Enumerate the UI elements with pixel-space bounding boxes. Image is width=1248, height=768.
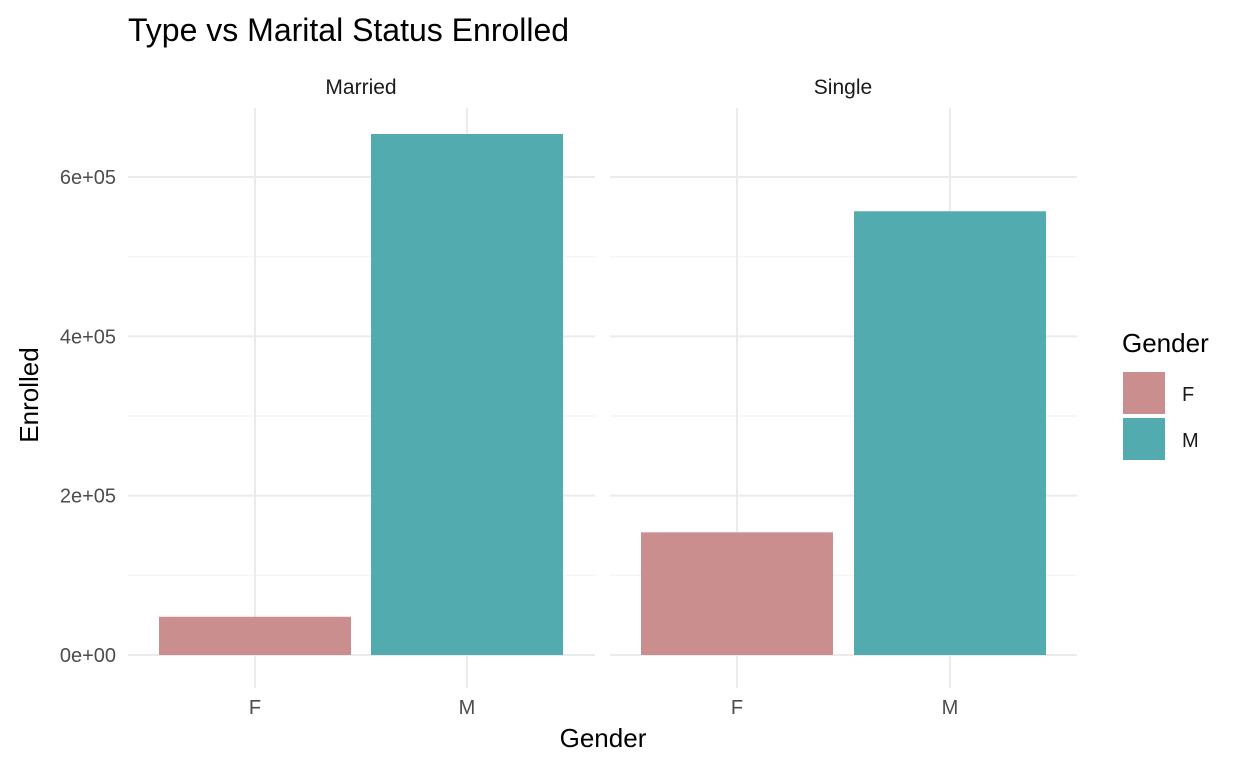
y-tick-label: 4e+05: [60, 326, 116, 348]
bar-single-f: [641, 532, 833, 655]
bar-single-m: [854, 211, 1046, 656]
legend-swatch-m: [1123, 418, 1165, 460]
y-tick-label: 2e+05: [60, 486, 116, 508]
y-axis-title: Enrolled: [14, 347, 44, 442]
chart-title: Type vs Marital Status Enrolled: [128, 12, 569, 48]
facet-panels: Married F M Single F M 0e+00 2e+05 4e+05 6e+05: [60, 76, 1077, 719]
bar-married-f: [159, 616, 351, 655]
x-tick-label: F: [249, 697, 261, 719]
legend-swatch-f: [1123, 372, 1165, 414]
facet-strip-label: Married: [325, 76, 396, 99]
facet-panel-married: Married F M: [128, 76, 595, 719]
y-tick-label: 6e+05: [60, 167, 116, 189]
facet-strip-label: Single: [814, 76, 872, 99]
x-axis-title: Gender: [560, 723, 647, 753]
legend-label-m: M: [1182, 430, 1199, 452]
x-tick-label: M: [459, 697, 476, 719]
legend-title: Gender: [1122, 328, 1209, 358]
bar-married-m: [371, 134, 563, 655]
facet-panel-single: Single F M: [610, 76, 1077, 719]
legend: Gender F M: [1122, 328, 1209, 460]
legend-label-f: F: [1182, 384, 1194, 406]
x-tick-label: F: [731, 697, 743, 719]
y-tick-label: 0e+00: [60, 645, 116, 667]
x-tick-label: M: [942, 697, 959, 719]
